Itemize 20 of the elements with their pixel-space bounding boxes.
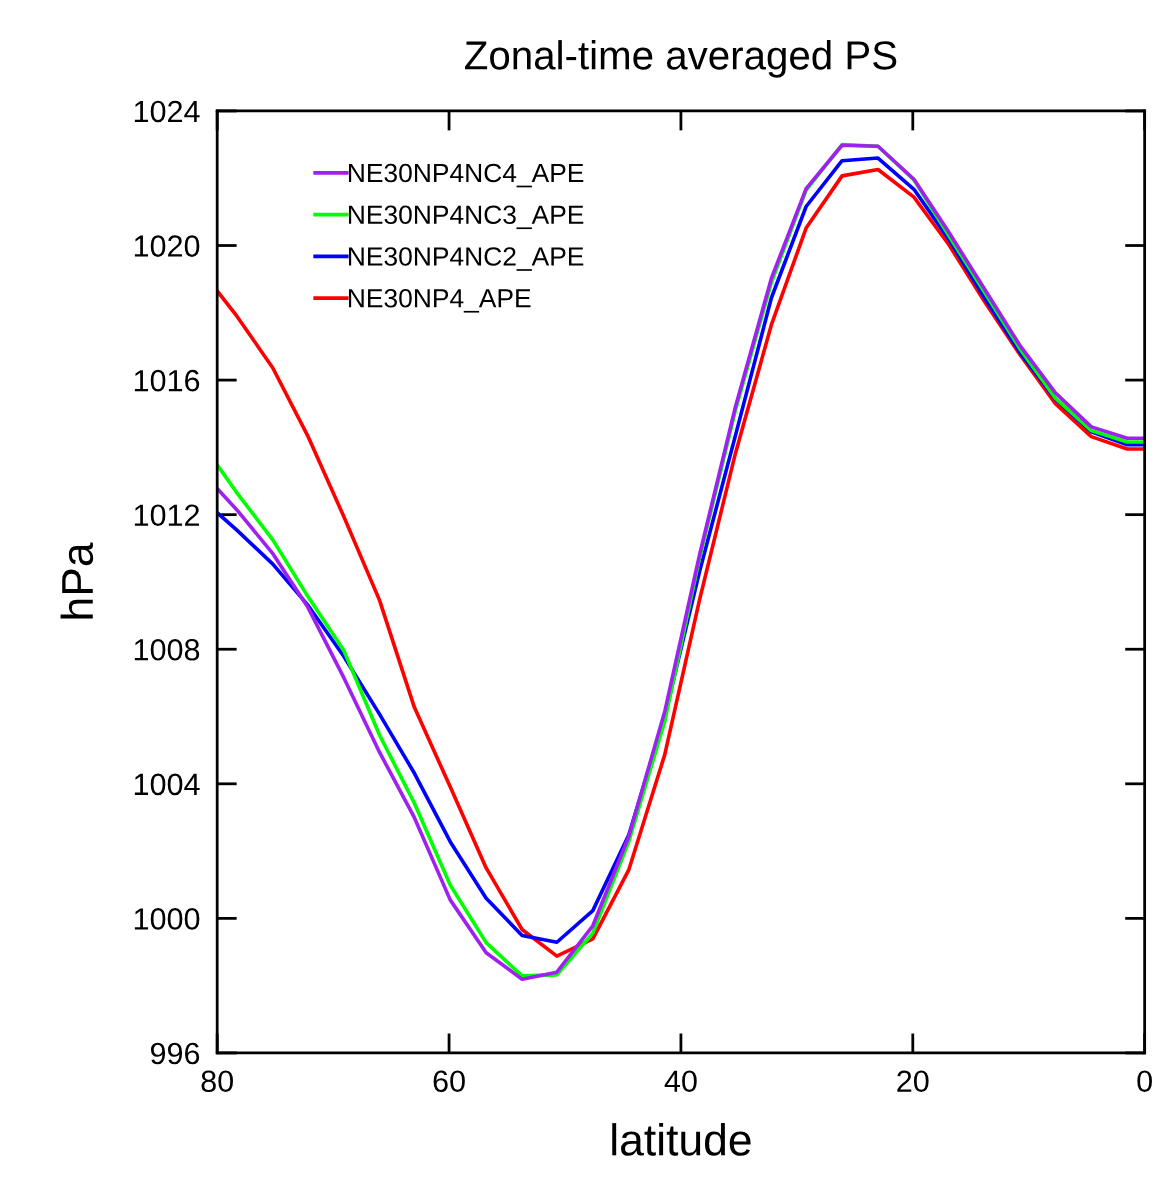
x-tick-label: 40: [664, 1070, 697, 1093]
chart-title: Zonal-time averaged PS: [465, 40, 897, 78]
y-axis-title: hPa: [60, 542, 94, 619]
y-tick-label: 1024: [134, 100, 200, 123]
x-tick-label: 0: [1137, 1070, 1152, 1093]
y-tick-label: 996: [150, 1042, 200, 1065]
x-tick-label: 20: [897, 1070, 929, 1093]
legend-label: NE30NP4NC3_APE: [348, 205, 584, 230]
legend-label: NE30NP4NC4_APE: [348, 163, 584, 188]
y-tick-label: 1004: [134, 773, 200, 796]
x-tick-label: 60: [433, 1070, 465, 1093]
y-tick-label: 1008: [134, 638, 200, 661]
legend-label: NE30NP4NC2_APE: [348, 247, 584, 271]
y-tick-label: 1012: [134, 504, 199, 527]
y-tick-label: 1016: [134, 369, 200, 392]
y-tick-label: 1020: [134, 235, 200, 257]
y-tick-label: 1000: [134, 908, 200, 930]
x-axis-title: latitude: [612, 1123, 751, 1156]
x-tick-label: 80: [201, 1070, 233, 1093]
legend-label: NE30NP4_APE: [348, 288, 531, 313]
